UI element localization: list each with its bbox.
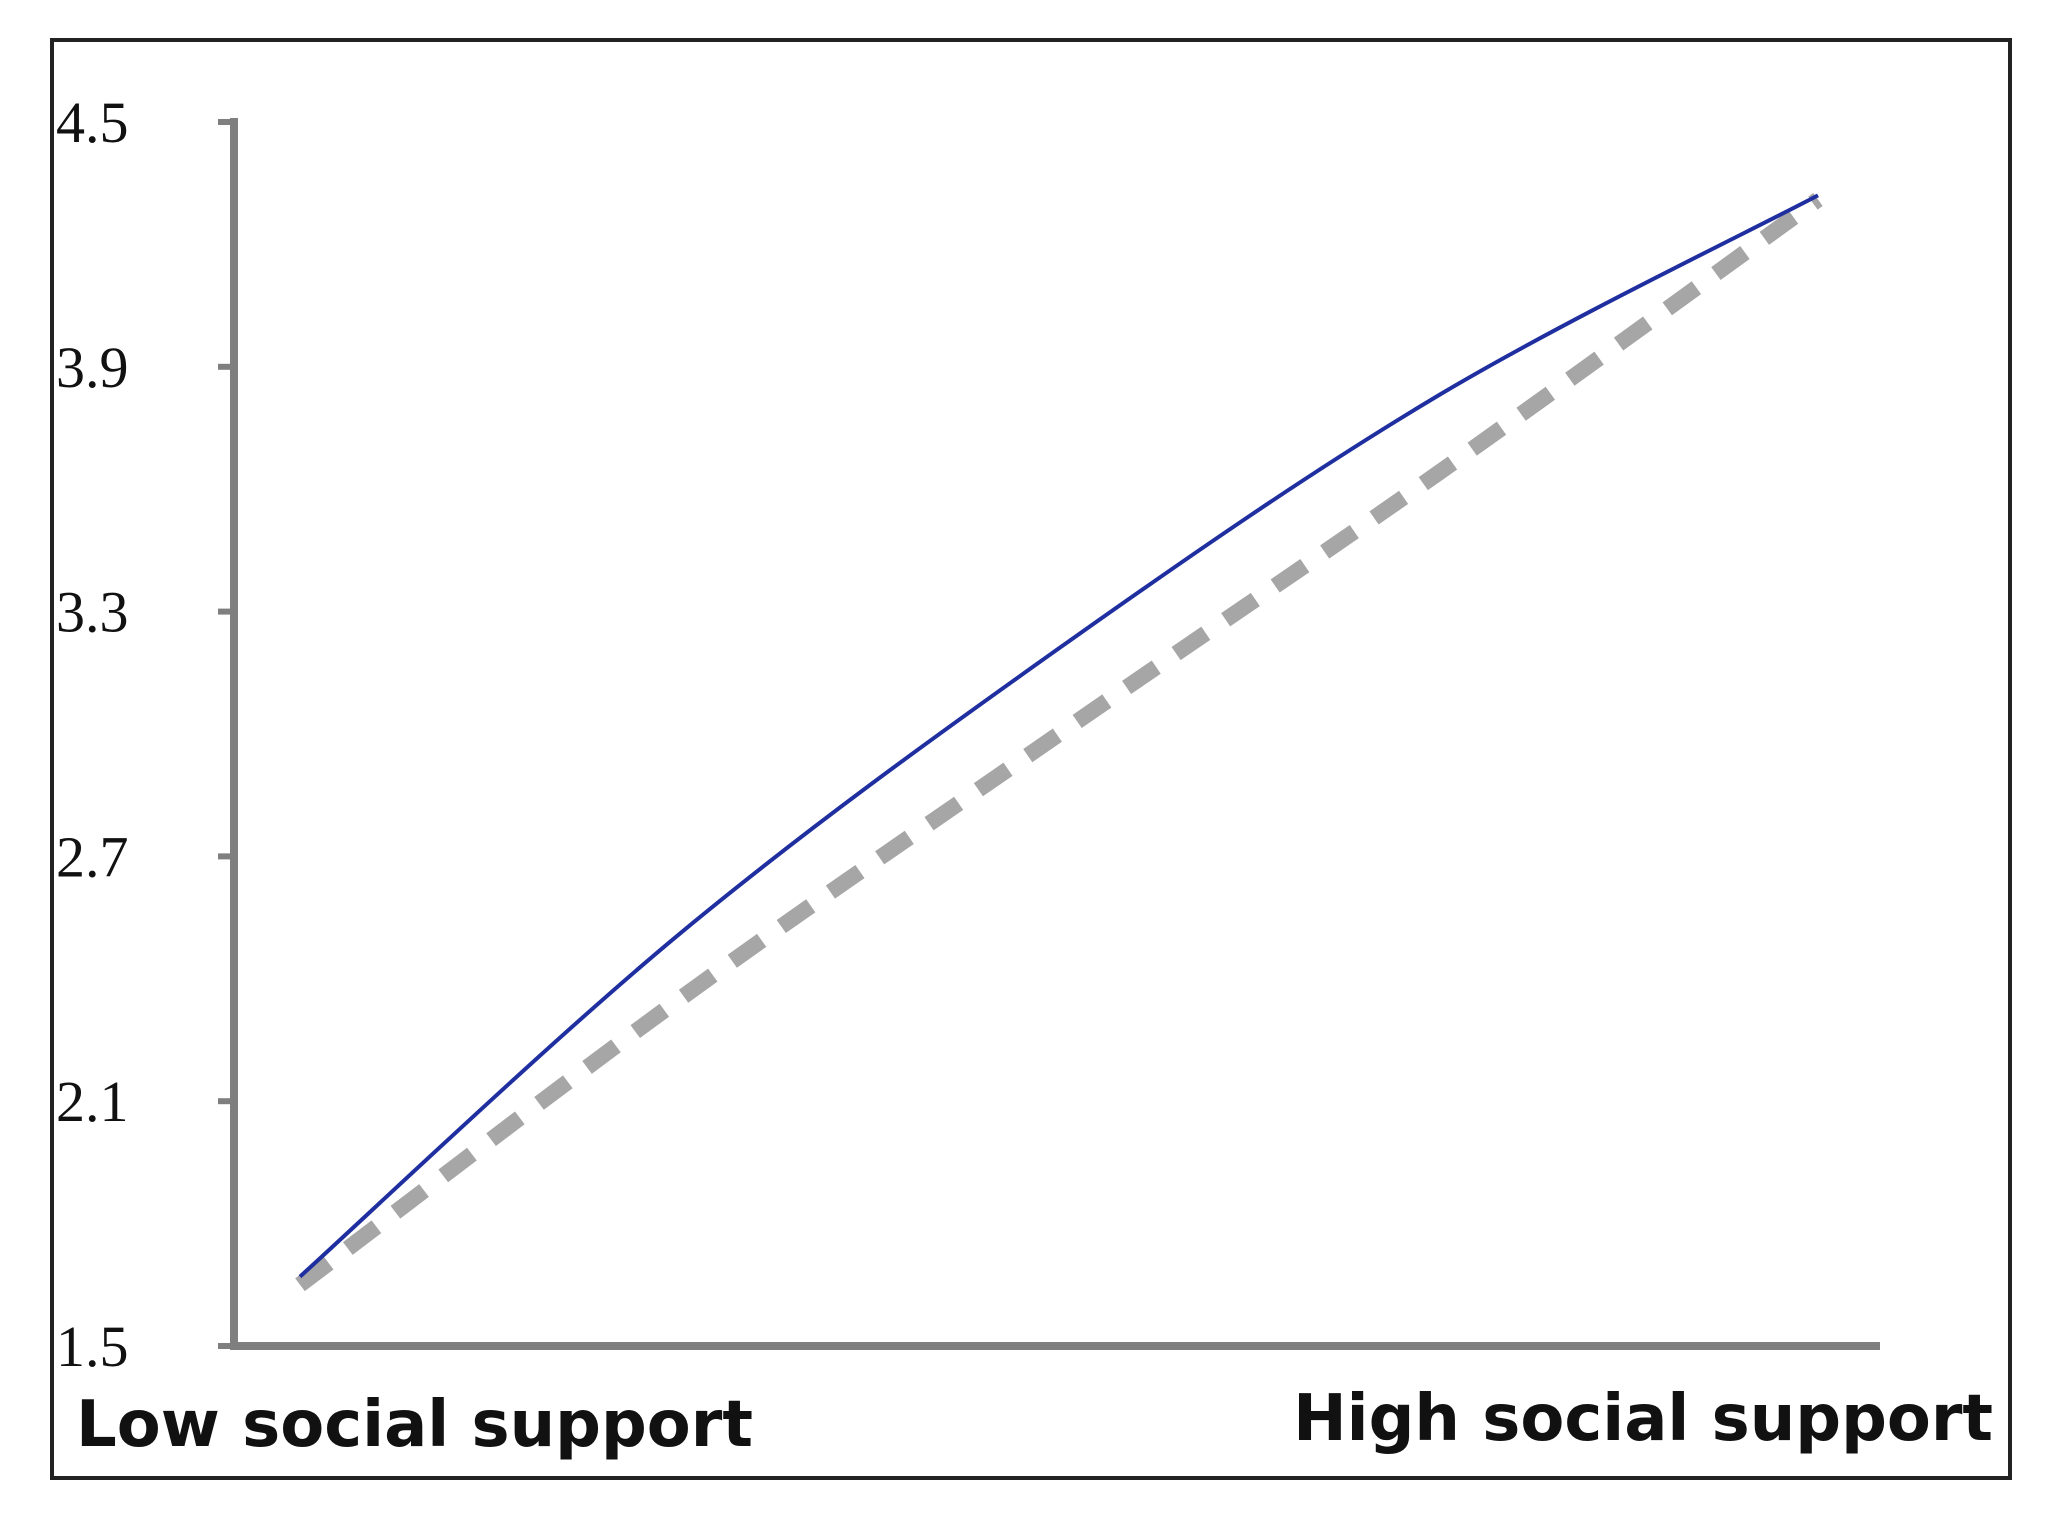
y-tick-label: 3.3 [56, 580, 129, 645]
category-label-low: Low social support [76, 1388, 753, 1462]
y-tick-label: 4.5 [56, 90, 129, 155]
y-tick-label: 1.5 [56, 1314, 129, 1379]
y-tick-label: 3.9 [56, 335, 129, 400]
series-layer [295, 193, 1823, 1292]
y-tick-label: 2.1 [56, 1069, 129, 1134]
y-tick-label: 2.7 [56, 824, 129, 889]
y-axis-ticks: 1.5 2.1 2.7 3.3 3.9 4.5 [56, 90, 234, 1379]
category-label-high: High social support [1293, 1382, 1993, 1456]
series-line-solid [298, 193, 1819, 1279]
series-line-dashed [295, 193, 1823, 1292]
